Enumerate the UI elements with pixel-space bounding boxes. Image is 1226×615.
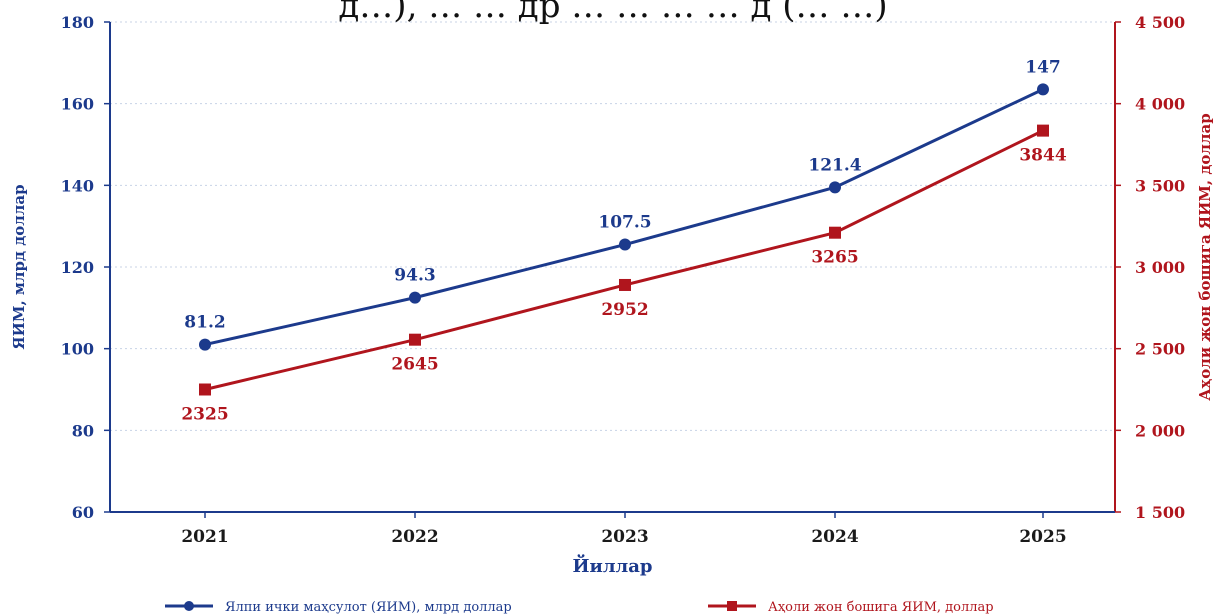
data-label: 3265 [811, 248, 858, 268]
legend-label: Ялпи ички маҳсулот (ЯИМ), млрд доллар [225, 600, 512, 615]
legend-marker [727, 601, 737, 611]
data-point [829, 181, 841, 194]
series-line [204, 129, 1044, 391]
left-tick-label: 120 [61, 258, 94, 277]
x-tick-label: 2024 [811, 527, 858, 547]
right-tick-label: 4 500 [1135, 13, 1185, 32]
x-tick-label: 2021 [181, 527, 228, 547]
left-tick-label: 140 [61, 176, 94, 195]
data-point [1037, 83, 1049, 96]
x-tick-label: 2025 [1019, 527, 1066, 547]
right-tick-label: 3 500 [1135, 176, 1185, 195]
right-tick-label: 4 000 [1135, 95, 1185, 114]
data-label: 107.5 [598, 213, 651, 233]
left-tick-label: 100 [61, 340, 94, 359]
data-point [409, 291, 421, 304]
left-tick-label: 160 [61, 95, 94, 114]
right-tick-label: 2 000 [1135, 421, 1185, 440]
data-label: 2325 [181, 405, 228, 425]
data-label: 3844 [1019, 146, 1066, 166]
data-point [199, 383, 211, 396]
x-tick-label: 2022 [391, 527, 438, 547]
right-tick-label: 2 500 [1135, 340, 1185, 359]
data-point [199, 338, 211, 351]
data-point [1037, 124, 1049, 137]
left-tick-label: 80 [72, 421, 94, 440]
data-label: 94.3 [394, 266, 435, 286]
right-tick-label: 3 000 [1135, 258, 1185, 277]
data-point [619, 278, 631, 291]
data-label: 147 [1025, 57, 1061, 77]
data-point [829, 226, 841, 239]
cropped-header-text: д…), … … др … … … … д (… …) [338, 0, 888, 26]
data-point [619, 238, 631, 251]
legend-marker [184, 601, 194, 611]
left-y-axis-title: ЯИМ, млрд доллар [10, 184, 28, 349]
data-label: 121.4 [808, 155, 861, 175]
data-point [409, 333, 421, 346]
left-tick-label: 60 [72, 503, 94, 522]
right-y-axis-title: Аҳоли жон бошига ЯИМ, доллар [1196, 113, 1214, 400]
x-axis-title: Йиллар [573, 553, 653, 577]
left-tick-label: 180 [61, 13, 94, 32]
data-label: 81.2 [184, 313, 225, 333]
data-label: 2952 [601, 300, 648, 320]
legend-label: Аҳоли жон бошига ЯИМ, доллар [768, 600, 994, 615]
data-label: 2645 [391, 355, 438, 375]
right-tick-label: 1 500 [1135, 503, 1185, 522]
x-tick-label: 2023 [601, 527, 648, 547]
